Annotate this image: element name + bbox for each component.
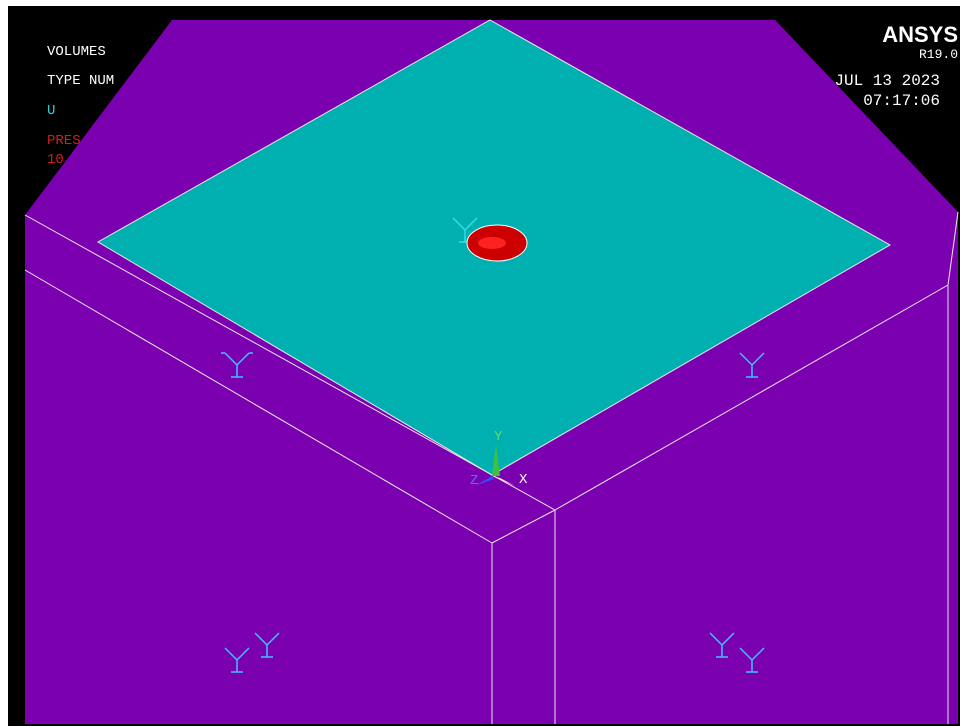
triad: Y X Z (470, 429, 528, 489)
legend-line: PRES (47, 133, 81, 149)
axis-y: Y (494, 429, 503, 445)
legend-line: VOLUMES (47, 44, 106, 60)
legend-line: TYPE NUM (47, 73, 114, 89)
time: 07:17:06 (863, 92, 940, 110)
date: JUL 13 2023 (834, 72, 940, 90)
pressure-core (478, 237, 506, 249)
axis-z: Z (470, 473, 478, 489)
edges (24, 19, 959, 724)
brand-name: ANSYS (882, 22, 958, 47)
brand-version: R19.0 (919, 47, 958, 62)
legend-line: U (47, 103, 55, 119)
legend-line: 10 (47, 152, 64, 168)
axis-x: X (519, 472, 528, 488)
constraints (221, 217, 765, 673)
